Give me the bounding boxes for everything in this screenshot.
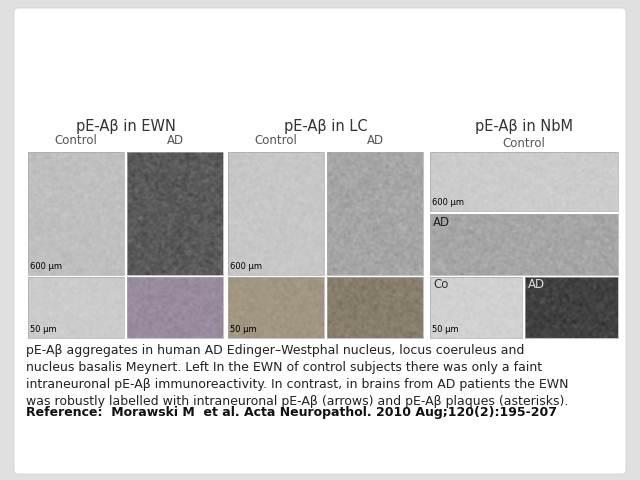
Bar bbox=[127, 152, 223, 275]
Text: 600 μm: 600 μm bbox=[30, 262, 62, 271]
Bar bbox=[327, 152, 423, 275]
Text: Control: Control bbox=[502, 137, 545, 150]
Bar bbox=[430, 214, 618, 275]
Text: AD: AD bbox=[528, 278, 545, 291]
Text: 50 μm: 50 μm bbox=[230, 325, 257, 334]
Bar bbox=[228, 152, 324, 275]
Text: pE-Aβ in LC: pE-Aβ in LC bbox=[284, 119, 367, 134]
Text: Reference:  Morawski M  et al. Acta Neuropathol. 2010 Aug;120(2):195-207: Reference: Morawski M et al. Acta Neurop… bbox=[26, 406, 557, 419]
Text: AD: AD bbox=[166, 134, 184, 147]
Text: 600 μm: 600 μm bbox=[432, 198, 464, 207]
Text: 50 μm: 50 μm bbox=[30, 325, 56, 334]
Bar bbox=[228, 277, 324, 338]
Bar bbox=[430, 152, 618, 211]
Text: pE-Aβ in NbM: pE-Aβ in NbM bbox=[475, 119, 573, 134]
Bar bbox=[525, 277, 618, 338]
Text: Control: Control bbox=[54, 134, 97, 147]
Bar bbox=[28, 152, 124, 275]
Bar bbox=[430, 277, 522, 338]
Bar bbox=[28, 277, 124, 338]
Text: Control: Control bbox=[255, 134, 298, 147]
FancyBboxPatch shape bbox=[14, 8, 626, 474]
Text: 600 μm: 600 μm bbox=[230, 262, 262, 271]
Text: AD: AD bbox=[433, 216, 450, 229]
Bar bbox=[127, 277, 223, 338]
Text: pE-Aβ aggregates in human AD Edinger–Westphal nucleus, locus coeruleus and
nucle: pE-Aβ aggregates in human AD Edinger–Wes… bbox=[26, 344, 568, 408]
Text: pE-Aβ in EWN: pE-Aβ in EWN bbox=[76, 119, 175, 134]
Text: AD: AD bbox=[367, 134, 383, 147]
Text: 50 μm: 50 μm bbox=[432, 325, 459, 334]
Text: Co: Co bbox=[433, 278, 449, 291]
Bar bbox=[327, 277, 423, 338]
